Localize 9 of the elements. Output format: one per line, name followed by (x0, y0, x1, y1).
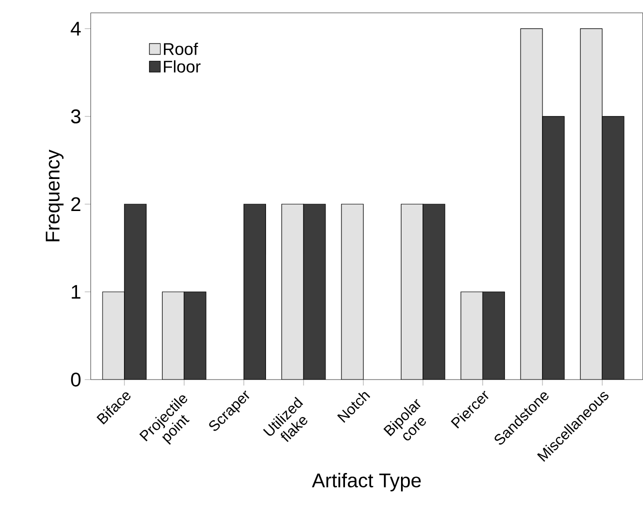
legend-label: Roof (164, 42, 198, 55)
y-tick-label: 1 (72, 284, 80, 299)
legend-label: Floor (164, 60, 201, 72)
y-tick-label: 2 (71, 197, 80, 211)
x-axis-title: Artifact Type (312, 472, 421, 492)
y-axis-title: Frequency (46, 149, 64, 242)
y-tick-label: 4 (70, 22, 81, 36)
y-tick-label: 0 (71, 372, 81, 386)
y-tick-label: 3 (71, 109, 80, 124)
